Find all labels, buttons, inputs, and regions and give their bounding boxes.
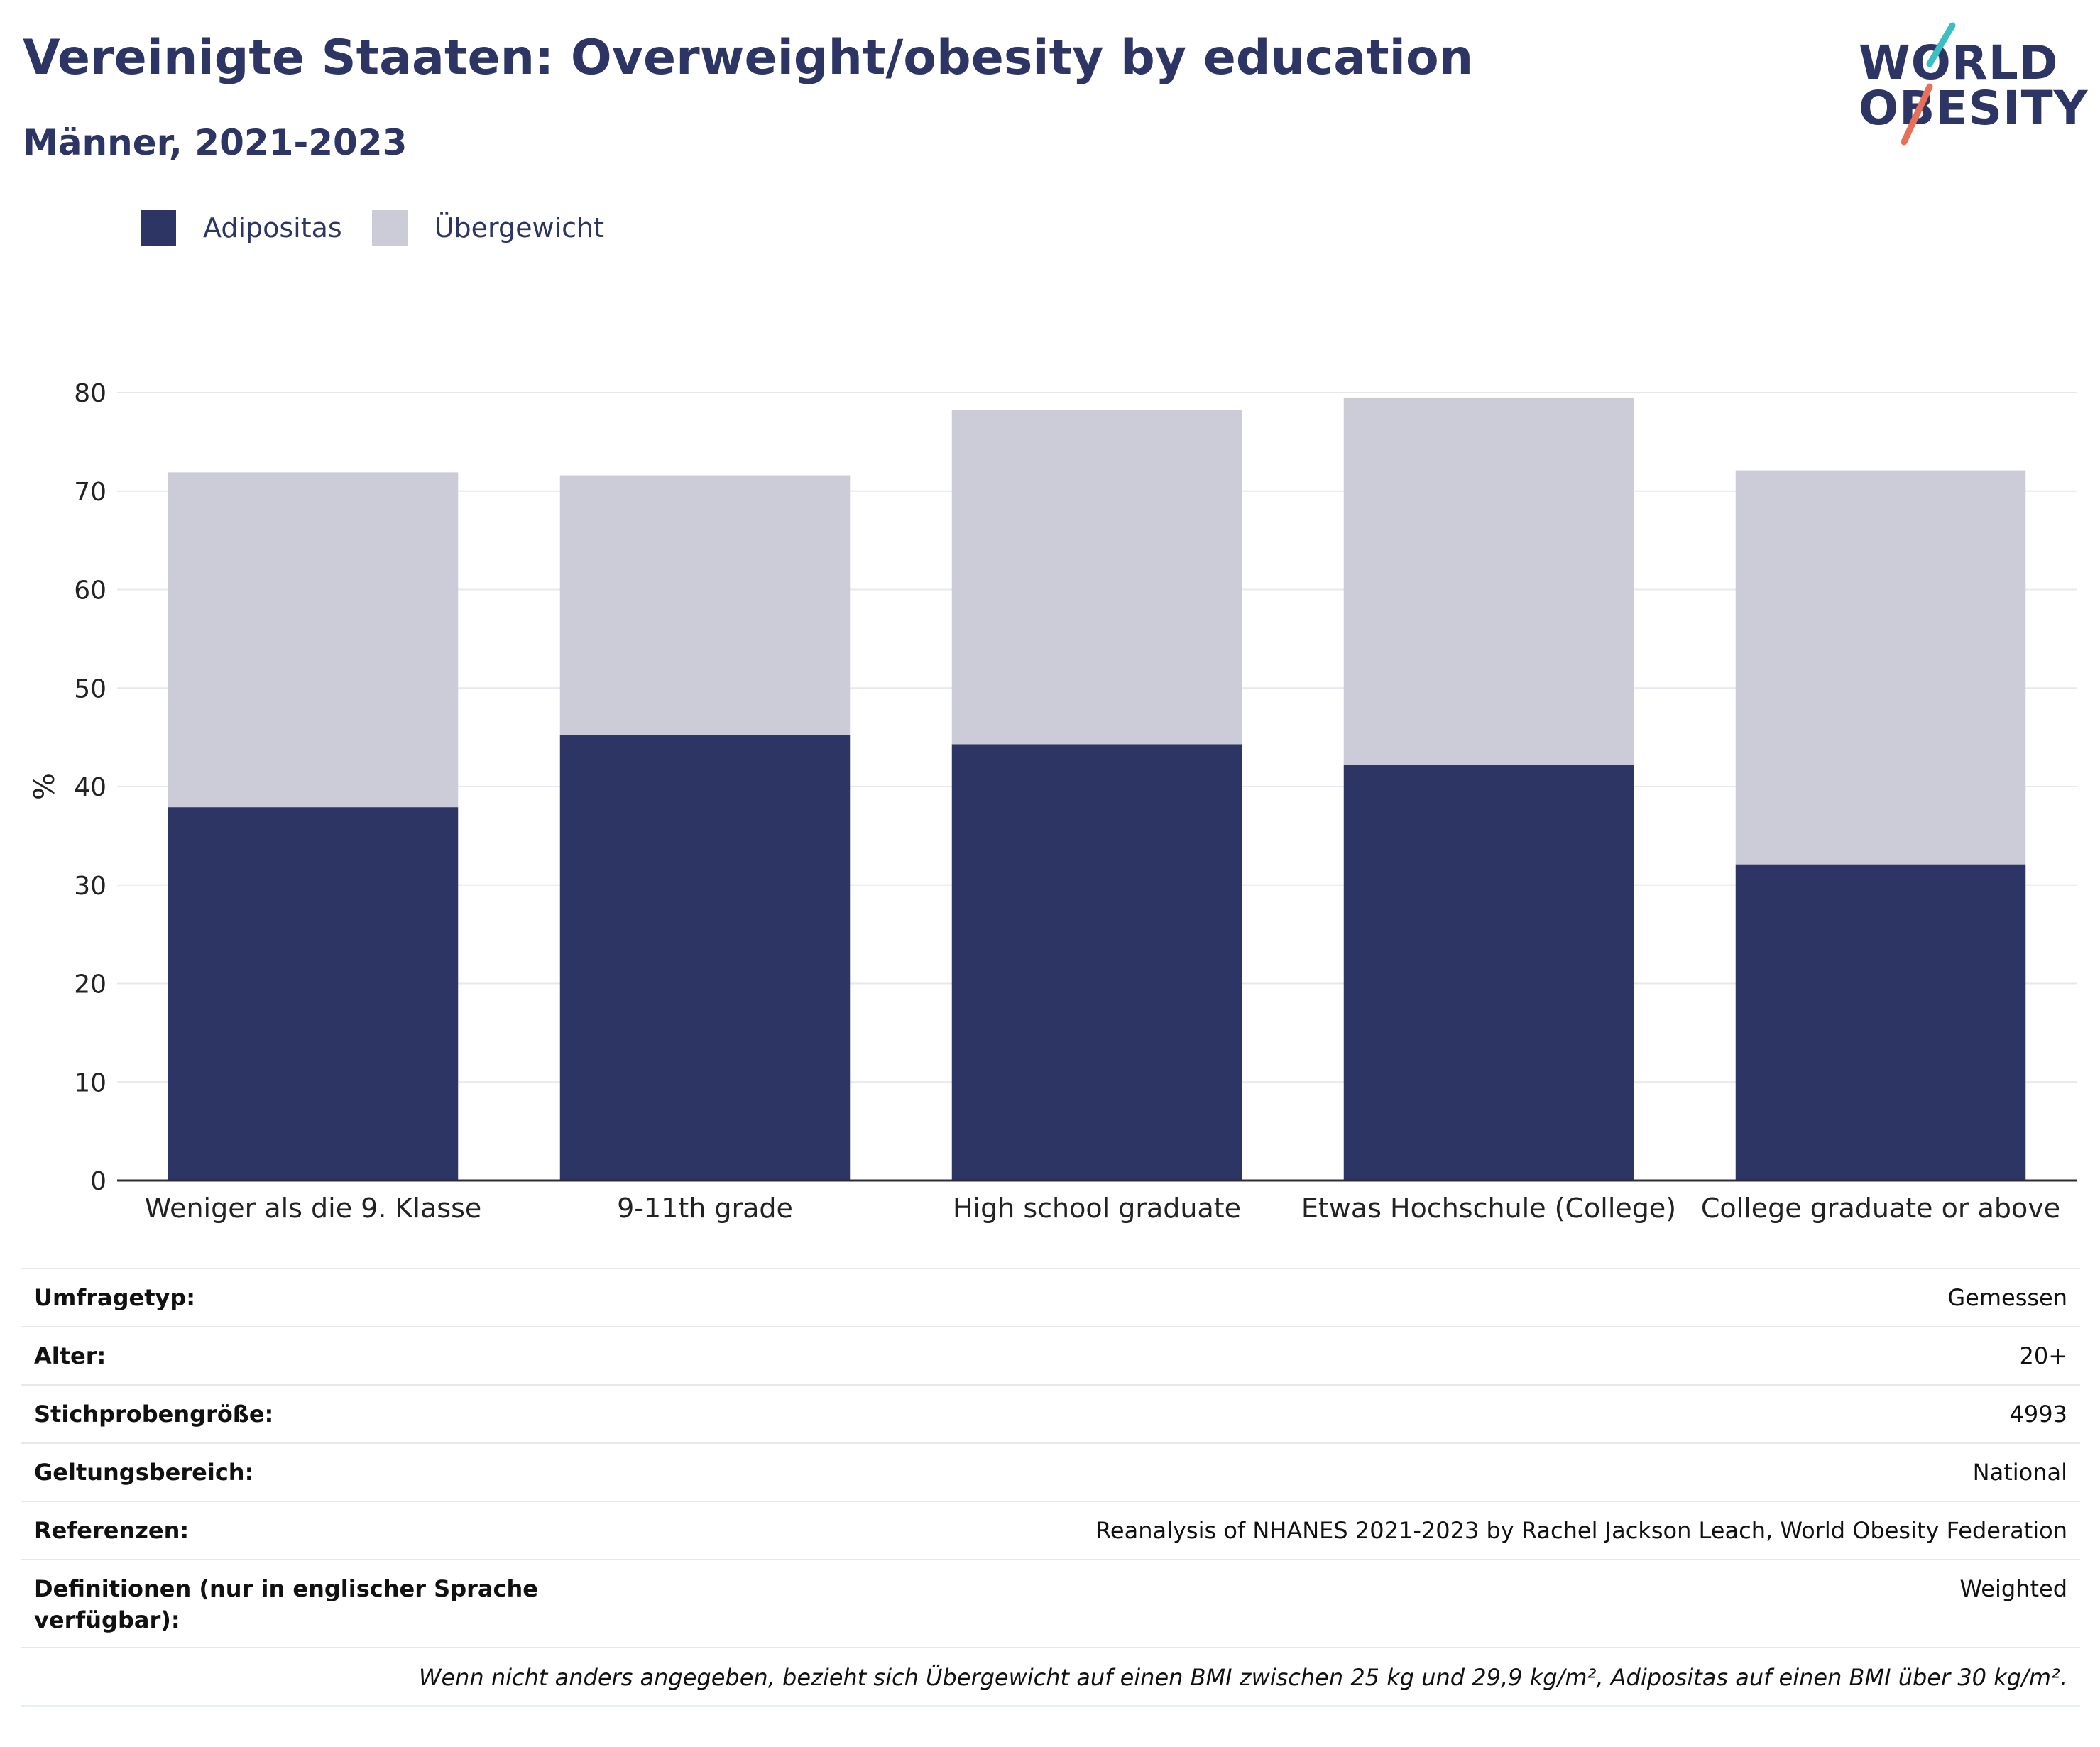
definitions-footnote: Wenn nicht anders angegeben, bezieht sic… xyxy=(21,1648,2080,1707)
legend-label-overweight: Übergewicht xyxy=(434,212,604,243)
y-tick-label: 60 xyxy=(74,576,106,606)
metadata-row-age: Alter: 20+ xyxy=(21,1327,2080,1386)
x-tick-label: 9-11th grade xyxy=(617,1193,793,1224)
bar-segment-obesity xyxy=(1343,765,1634,1181)
metadata-value: National xyxy=(1972,1459,2067,1486)
metadata-value: Gemessen xyxy=(1947,1284,2067,1311)
legend-item-obesity[interactable]: Adipositas xyxy=(141,210,342,246)
legend-label-obesity: Adipositas xyxy=(203,212,342,243)
y-tick-label: 70 xyxy=(74,478,106,507)
y-tick-label: 20 xyxy=(74,970,106,1000)
legend-item-overweight[interactable]: Übergewicht xyxy=(371,210,604,246)
chart-legend: Adipositas Übergewicht xyxy=(141,210,634,246)
y-tick-label: 30 xyxy=(74,872,106,901)
bar-segment-obesity xyxy=(168,807,459,1181)
bar-segment-overweight xyxy=(559,475,851,735)
y-axis-title: % xyxy=(28,773,61,800)
y-tick-label: 40 xyxy=(74,773,106,802)
y-tick-label: 0 xyxy=(90,1167,106,1196)
metadata-key: Umfragetyp: xyxy=(34,1284,196,1311)
y-tick-label: 80 xyxy=(74,379,106,408)
metadata-row-definitions: Definitionen (nur in englischer Sprache … xyxy=(21,1560,2080,1648)
metadata-value: Reanalysis of NHANES 2021-2023 by Rachel… xyxy=(1095,1517,2067,1544)
bar-segment-overweight xyxy=(168,472,459,808)
chart-title: Vereinigte Staaten: Overweight/obesity b… xyxy=(23,30,1474,86)
metadata-row-survey-type: Umfragetyp: Gemessen xyxy=(21,1269,2080,1327)
metadata-row-sample-size: Stichprobengröße: 4993 xyxy=(21,1386,2080,1444)
metadata-row-references: Referenzen: Reanalysis of NHANES 2021-20… xyxy=(21,1502,2080,1560)
metadata-key: Definitionen (nur in englischer Sprache … xyxy=(34,1575,538,1633)
y-tick-label: 10 xyxy=(74,1068,106,1097)
bar-segment-obesity xyxy=(1735,864,2026,1181)
bar-segment-overweight xyxy=(951,410,1242,745)
metadata-value: Weighted xyxy=(1959,1575,2067,1602)
stacked-bar-chart: 0 10 20 30 40 50 60 70 80% Weniger als die 9. Kla… xyxy=(28,379,2077,1224)
logo-slash-icon xyxy=(1901,22,1956,146)
chart-subtitle: Männer, 2021-2023 xyxy=(23,122,408,163)
bar-segment-overweight xyxy=(1343,397,1634,765)
legend-swatch-obesity xyxy=(141,210,176,246)
bar-segment-obesity xyxy=(951,744,1242,1181)
bar-segment-obesity xyxy=(559,735,851,1181)
x-tick-label: High school graduate xyxy=(953,1193,1241,1224)
metadata-key: Alter: xyxy=(34,1342,106,1369)
metadata-value: 4993 xyxy=(2009,1401,2067,1428)
x-tick-label: College graduate or above xyxy=(1701,1193,2060,1224)
world-obesity-logo: WORLD OBESITY xyxy=(1846,21,2087,149)
x-tick-label: Etwas Hochschule (College) xyxy=(1301,1193,1676,1224)
metadata-key: Stichprobengröße: xyxy=(34,1401,274,1428)
logo-word-world: WORLD xyxy=(1859,35,2059,90)
legend-swatch-overweight xyxy=(371,210,408,246)
metadata-row-scope: Geltungsbereich: National xyxy=(21,1444,2080,1502)
y-tick-label: 50 xyxy=(74,674,106,703)
x-tick-label: Weniger als die 9. Klasse xyxy=(145,1193,482,1224)
metadata-key: Geltungsbereich: xyxy=(34,1459,254,1486)
metadata-value: 20+ xyxy=(2019,1342,2067,1369)
metadata-key: Referenzen: xyxy=(34,1517,190,1544)
logo-word-obesity: OBESITY xyxy=(1859,81,2089,136)
bar-segment-overweight xyxy=(1735,470,2026,865)
metadata-table: Umfragetyp: Gemessen Alter: 20+ Stichpro… xyxy=(21,1268,2080,1707)
